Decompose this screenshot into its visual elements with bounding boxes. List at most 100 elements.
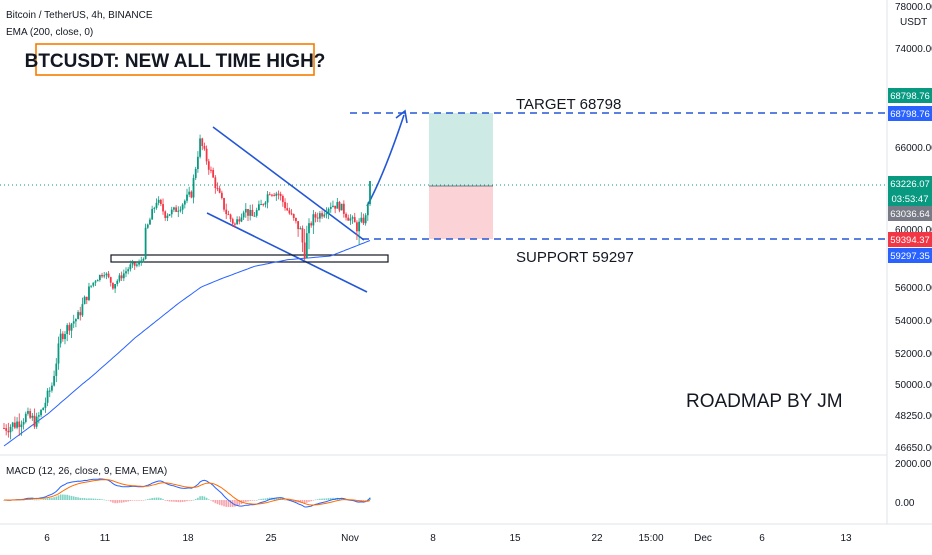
macd-histogram-bar — [275, 497, 278, 500]
macd-histogram-bar — [90, 498, 92, 500]
macd-histogram-bar — [142, 500, 145, 501]
candle-body — [288, 210, 291, 214]
candle-body — [138, 262, 140, 265]
candle-body — [218, 188, 221, 193]
macd-histogram-bar — [168, 500, 171, 502]
macd-histogram-bar — [105, 499, 108, 501]
candle-body — [3, 428, 5, 429]
time-tick-label: 18 — [182, 533, 194, 544]
headline-text: BTCUSDT: NEW ALL TIME HIGH? — [25, 51, 326, 72]
candle-body — [345, 213, 347, 218]
candle-body — [179, 209, 182, 211]
macd-histogram-bar — [319, 498, 321, 500]
candle-body — [192, 178, 195, 198]
candle-body — [207, 161, 210, 170]
candle-body — [225, 209, 228, 215]
candle-body — [118, 275, 121, 281]
candle-body — [231, 219, 234, 224]
macd-histogram-bar — [286, 500, 289, 501]
macd-histogram-bar — [103, 499, 106, 501]
macd-histogram-bar — [175, 500, 177, 502]
candle-body — [292, 214, 295, 218]
macd-histogram-bar — [48, 497, 51, 500]
price-badge — [888, 206, 932, 221]
candle-body — [214, 177, 217, 189]
candle-body — [268, 194, 271, 196]
candle-body — [149, 219, 151, 225]
candle-body — [244, 208, 247, 213]
currency-label: USDT — [900, 17, 927, 28]
headline-box[interactable] — [35, 43, 315, 76]
macd-histogram-bar — [186, 500, 188, 502]
projection-arrow-head[interactable] — [395, 109, 408, 124]
candle-body — [203, 145, 206, 149]
pattern-drawings[interactable] — [110, 109, 887, 293]
wedge-upper-line[interactable] — [212, 126, 365, 241]
time-tick-label: 15 — [509, 533, 521, 544]
macd-histogram-bar — [192, 499, 195, 501]
candle-body — [238, 219, 241, 222]
time-axis-ticks[interactable]: 6 11 18 25 Nov 8 15 22 15:00 Dec 6 13 — [44, 533, 852, 544]
macd-histogram-bar — [260, 498, 262, 500]
macd-histogram-bar — [101, 499, 103, 500]
candle-body — [151, 208, 154, 220]
candle-body — [295, 217, 297, 222]
macd-histogram-bar — [149, 498, 151, 500]
macd-histogram-bar — [66, 494, 68, 500]
candle-body — [321, 213, 323, 217]
candle-body — [48, 390, 51, 392]
price-axis-ticks[interactable]: 78000.00 74000.00 66000.00 60000.00 56000.00… — [895, 2, 932, 454]
macd-histogram-bar — [170, 500, 173, 502]
candle-body — [103, 275, 106, 277]
macd-histogram-bar — [179, 500, 182, 503]
candle-body — [297, 221, 300, 230]
price-badge — [888, 232, 932, 247]
price-badge — [888, 248, 932, 263]
candle-body — [164, 211, 167, 218]
author-label: ROADMAP BY JM — [686, 391, 843, 412]
candle-body — [35, 416, 38, 427]
support-box[interactable] — [110, 254, 389, 263]
macd-histogram-bar — [138, 500, 140, 501]
macd-histogram-bar — [205, 497, 208, 500]
candle-body — [9, 426, 12, 433]
macd-histogram-bar — [234, 500, 236, 507]
candle-body — [220, 192, 223, 199]
price-tick-label: 60000.00 — [895, 225, 932, 236]
candle-body — [271, 194, 273, 196]
candle-body — [31, 415, 34, 418]
candle-body — [88, 286, 90, 301]
macd-histogram-bar — [316, 499, 319, 500]
macd-histogram-bar — [312, 500, 315, 501]
candle-body — [140, 260, 143, 263]
macd-histogram-bar — [212, 500, 214, 502]
macd-histogram-bar — [292, 500, 295, 502]
candle-body — [77, 312, 79, 320]
candle-body — [199, 138, 201, 157]
candle-body — [11, 422, 14, 427]
candle-body — [264, 202, 267, 205]
candle-body — [127, 269, 130, 272]
macd-histogram-bar — [218, 500, 221, 505]
macd-tick: 0.00 — [895, 498, 915, 509]
candle-body — [190, 191, 193, 198]
wedge-lower-line[interactable] — [206, 212, 368, 293]
price-badge — [888, 88, 932, 103]
macd-histogram-bar — [157, 497, 160, 500]
price-tick-label: 56000.00 — [895, 283, 932, 294]
candle-body — [196, 156, 199, 170]
macd-histogram-bar — [251, 500, 254, 501]
price-tick-label: 78000.00 — [895, 2, 932, 13]
candle-body — [109, 277, 112, 283]
candle-body — [170, 209, 173, 215]
target-label: TARGET 68798 — [516, 96, 621, 113]
macd-histogram-bar — [31, 499, 34, 500]
price-badge-text: 68798.76 — [890, 91, 930, 102]
candle-body — [323, 214, 326, 217]
price-badge — [888, 106, 932, 121]
candle-body — [183, 200, 186, 205]
candle-body — [251, 209, 254, 217]
